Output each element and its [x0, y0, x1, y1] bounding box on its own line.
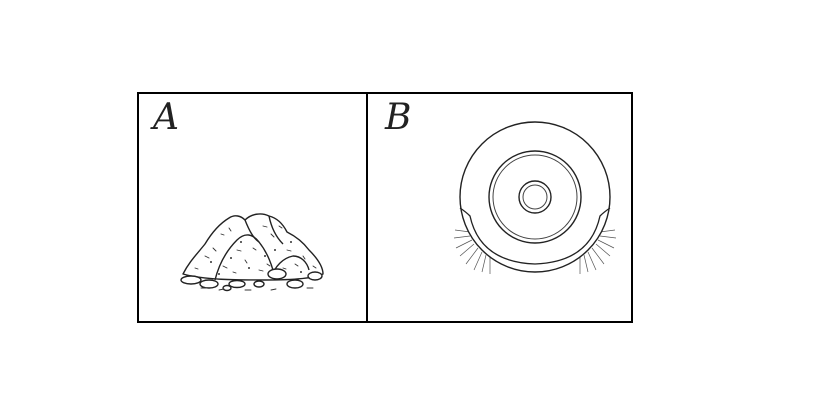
panel-a: A: [139, 94, 368, 321]
panel-label-b: B: [385, 97, 412, 138]
panel-label-a: A: [153, 97, 179, 138]
comparison-figure: A: [137, 92, 633, 323]
robot-vacuum-icon: [453, 121, 617, 274]
panel-b: B: [368, 94, 631, 321]
dirt-pile-icon: [180, 213, 324, 292]
